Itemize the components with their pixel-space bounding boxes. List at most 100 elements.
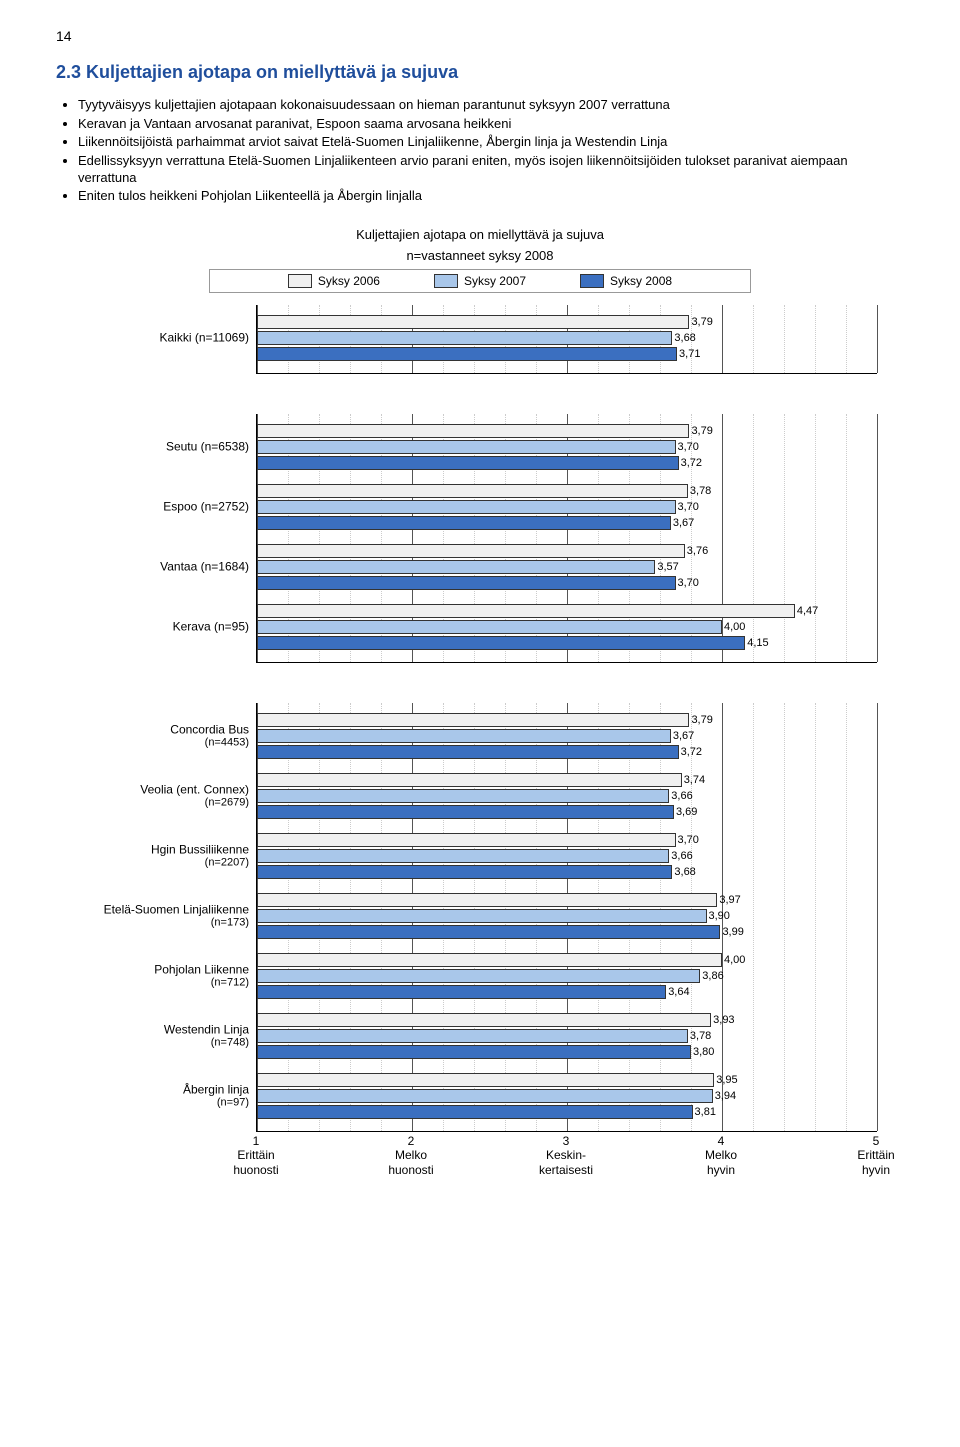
bar-value: 3,86	[700, 970, 723, 982]
bar-value: 3,79	[689, 316, 712, 328]
bar-row: 3,79	[257, 315, 877, 329]
bar-value: 3,93	[711, 1014, 734, 1026]
bar-value: 4,15	[745, 637, 768, 649]
category-label: Veolia (ent. Connex)(n=2679)	[53, 783, 257, 808]
chart-area: 3,79Concordia Bus(n=4453)3,673,723,74Veo…	[256, 703, 877, 1132]
bullet-item: Tyytyväisyys kuljettajien ajotapaan koko…	[78, 97, 904, 114]
bar-value: 3,90	[707, 910, 730, 922]
legend-swatch-2007	[434, 274, 458, 288]
page-number: 14	[56, 28, 904, 44]
bar-row: 3,93	[257, 1013, 877, 1027]
bar-row: 3,64	[257, 985, 877, 999]
bar-row: Vantaa (n=1684)3,57	[257, 560, 877, 574]
bar	[257, 560, 655, 574]
chart-panel: 3,79 Kaikki (n=11069)3,68 3,71	[56, 305, 904, 374]
bar-row: Seutu (n=6538)3,70	[257, 440, 877, 454]
category-label: Hgin Bussiliikenne(n=2207)	[53, 843, 257, 868]
bar	[257, 604, 795, 618]
legend-item-2006: Syksy 2006	[288, 274, 380, 288]
bar	[257, 833, 676, 847]
bar-row: 3,74	[257, 773, 877, 787]
category-label: Åbergin linja(n=97)	[53, 1083, 257, 1108]
chart-panel: 3,79Seutu (n=6538)3,703,723,78Espoo (n=2…	[56, 414, 904, 663]
bar	[257, 1089, 713, 1103]
bar-row: 3,67	[257, 516, 877, 530]
bar-row: Kerava (n=95)4,00	[257, 620, 877, 634]
bar-value: 3,95	[714, 1074, 737, 1086]
bar	[257, 620, 722, 634]
bar-row: Westendin Linja(n=748)3,78	[257, 1029, 877, 1043]
bar-row: 3,79	[257, 713, 877, 727]
bar-row: Etelä-Suomen Linjaliikenne(n=173)3,90	[257, 909, 877, 923]
bar-value: 3,70	[676, 441, 699, 453]
bar-value: 3,66	[669, 850, 692, 862]
bar-row: 3,69	[257, 805, 877, 819]
bar-row: Åbergin linja(n=97)3,94	[257, 1089, 877, 1103]
legend-item-2007: Syksy 2007	[434, 274, 526, 288]
bar	[257, 1013, 711, 1027]
bar-value: 3,78	[688, 1030, 711, 1042]
category-label: Concordia Bus(n=4453)	[53, 723, 257, 748]
bullet-list: Tyytyväisyys kuljettajien ajotapaan koko…	[56, 97, 904, 205]
bar-row: Kaikki (n=11069)3,68	[257, 331, 877, 345]
bar	[257, 713, 689, 727]
bullet-item: Keravan ja Vantaan arvosanat paranivat, …	[78, 116, 904, 133]
bar-value: 3,64	[666, 986, 689, 998]
category-label: Etelä-Suomen Linjaliikenne(n=173)	[53, 903, 257, 928]
bar-row: 4,47	[257, 604, 877, 618]
x-axis-tick: 2Melkohuonosti	[388, 1134, 433, 1177]
bar	[257, 544, 685, 558]
bar-row: Concordia Bus(n=4453)3,67	[257, 729, 877, 743]
bar	[257, 424, 689, 438]
bar	[257, 969, 700, 983]
bar-value: 4,00	[722, 621, 745, 633]
bullet-item: Eniten tulos heikkeni Pohjolan Liikentee…	[78, 188, 904, 205]
x-axis-tick: 1Erittäinhuonosti	[233, 1134, 278, 1177]
category-label: Espoo (n=2752)	[53, 500, 257, 513]
bullet-item: Edellissyksyyn verrattuna Etelä-Suomen L…	[78, 153, 904, 186]
bar-value: 3,66	[669, 790, 692, 802]
bar-row: 3,95	[257, 1073, 877, 1087]
legend-label-2008: Syksy 2008	[610, 274, 672, 288]
bar	[257, 1029, 688, 1043]
bar	[257, 347, 677, 361]
bar	[257, 805, 674, 819]
bar-row: Espoo (n=2752)3,70	[257, 500, 877, 514]
bar-row: 4,15	[257, 636, 877, 650]
chart-area: 3,79 Kaikki (n=11069)3,68 3,71	[256, 305, 877, 374]
bar-value: 3,70	[676, 577, 699, 589]
bar-row: 3,79	[257, 424, 877, 438]
legend-label-2007: Syksy 2007	[464, 274, 526, 288]
bar-row: 3,78	[257, 484, 877, 498]
bar-row: 3,71	[257, 347, 877, 361]
bar-value: 3,74	[682, 774, 705, 786]
bar-row: 3,97	[257, 893, 877, 907]
bar	[257, 331, 672, 345]
bar-row: 3,80	[257, 1045, 877, 1059]
bar	[257, 909, 707, 923]
bar	[257, 985, 666, 999]
bar-value: 3,67	[671, 517, 694, 529]
legend-swatch-2006	[288, 274, 312, 288]
bar-value: 3,68	[672, 866, 695, 878]
legend-label-2006: Syksy 2006	[318, 274, 380, 288]
bar-value: 3,70	[676, 501, 699, 513]
x-axis-tick: 4Melkohyvin	[705, 1134, 737, 1177]
chart-title: Kuljettajien ajotapa on miellyttävä ja s…	[56, 227, 904, 242]
bar	[257, 773, 682, 787]
section-heading: 2.3 Kuljettajien ajotapa on miellyttävä …	[56, 62, 904, 83]
bar	[257, 456, 679, 470]
chart-subtitle: n=vastanneet syksy 2008	[56, 248, 904, 263]
bar	[257, 893, 717, 907]
bullet-item: Liikennöitsijöistä parhaimmat arviot sai…	[78, 134, 904, 151]
category-label: Kerava (n=95)	[53, 620, 257, 633]
bar-value: 3,94	[713, 1090, 736, 1102]
bar-row: Veolia (ent. Connex)(n=2679)3,66	[257, 789, 877, 803]
bar	[257, 516, 671, 530]
x-axis-tick: 5Erittäinhyvin	[857, 1134, 894, 1177]
category-label: Seutu (n=6538)	[53, 440, 257, 453]
bar-value: 4,00	[722, 954, 745, 966]
bar-value: 3,70	[676, 834, 699, 846]
bar-value: 3,99	[720, 926, 743, 938]
legend: Syksy 2006 Syksy 2007 Syksy 2008	[209, 269, 751, 293]
